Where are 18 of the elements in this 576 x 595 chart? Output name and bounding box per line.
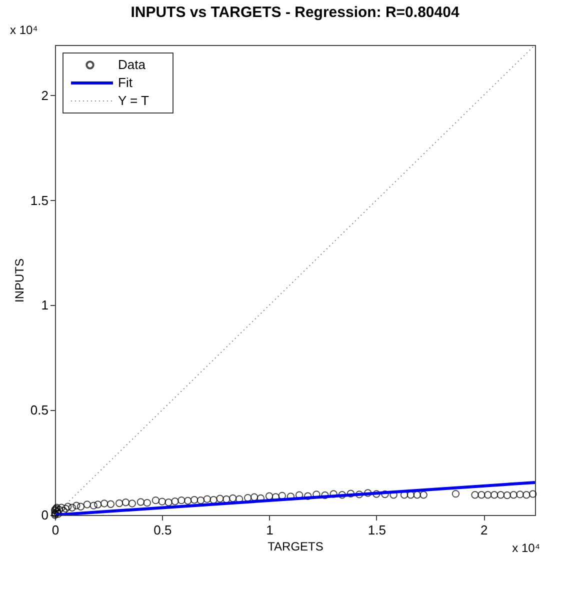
text: x 10⁴ [512, 541, 540, 555]
text: x 10⁴ [10, 23, 38, 37]
y-tick-label: 0.5 [30, 402, 48, 418]
y-axis-title: INPUTS [12, 258, 26, 303]
chart-title: INPUTS vs TARGETS - Regression: R=0.80404 [130, 4, 460, 21]
y-tick-label: 2 [41, 88, 48, 103]
legend-label: Y = T [118, 93, 150, 108]
y-tick-label: 1 [41, 298, 48, 313]
x-axis-title: TARGETS [268, 540, 324, 554]
x-tick-label: 0 [52, 522, 60, 538]
x-tick-label: 1 [266, 522, 274, 538]
x-tick-label: 0.5 [154, 522, 172, 538]
legend-label: Data [118, 57, 146, 72]
x-tick-label: 2 [480, 522, 488, 538]
y-tick-label: 0 [41, 508, 48, 522]
legend-label: Fit [118, 75, 133, 90]
x-tick-label: 1.5 [368, 522, 386, 538]
y-tick-label: 1.5 [30, 192, 48, 208]
